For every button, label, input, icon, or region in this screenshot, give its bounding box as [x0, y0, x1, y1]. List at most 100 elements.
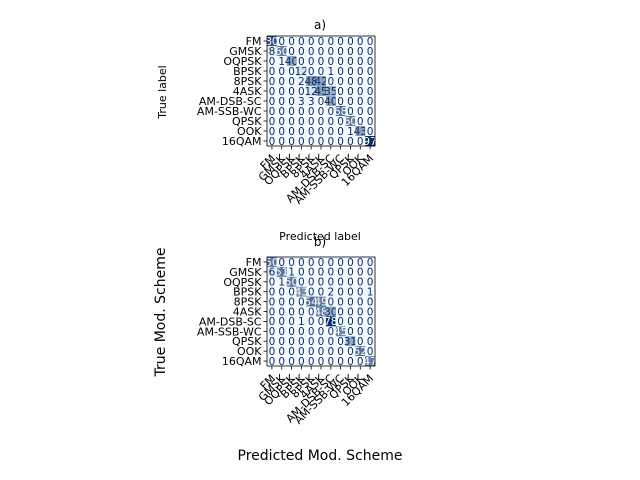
heat-cell-a-10-1 [276, 136, 287, 147]
heat-value-a-5-0: 0 [269, 86, 276, 98]
heat-cell-b-0-4 [306, 257, 317, 268]
heat-cell-a-9-9 [355, 126, 366, 137]
heat-value-a-10-9: 0 [357, 136, 364, 148]
heat-value-a-7-9: 0 [357, 106, 364, 118]
heat-cell-a-0-0 [267, 36, 278, 47]
heat-cell-a-3-9 [355, 66, 366, 77]
heat-cell-a-8-5 [316, 116, 327, 127]
heat-value-b-3-4: 0 [308, 286, 315, 298]
heat-cell-a-0-3 [296, 36, 307, 47]
heat-cell-b-5-7 [335, 306, 346, 317]
heat-value-b-2-2: 50 [285, 277, 298, 289]
heat-value-b-4-5: 49 [314, 296, 327, 308]
heat-cell-b-3-8 [345, 286, 356, 297]
heat-cell-b-9-6 [325, 346, 337, 357]
heat-cell-a-9-1 [276, 126, 287, 137]
heat-value-b-0-9: 0 [357, 257, 364, 269]
heat-cell-b-6-9 [355, 316, 366, 327]
heat-value-b-5-2: 0 [288, 306, 295, 318]
heat-value-a-2-5: 0 [318, 56, 325, 68]
heat-cell-a-6-3 [296, 96, 307, 107]
heat-value-a-1-3: 0 [298, 46, 305, 58]
heat-cell-a-10-5 [316, 136, 327, 147]
heat-value-a-10-0: 0 [269, 136, 276, 148]
heat-cell-a-5-2 [286, 86, 297, 97]
heat-cell-a-6-7 [335, 96, 346, 107]
heat-cell-b-9-8 [345, 346, 356, 357]
heat-value-a-0-2: 0 [288, 36, 295, 48]
heat-value-a-1-5: 0 [318, 46, 325, 58]
heat-value-b-7-10: 0 [367, 326, 374, 338]
heat-value-b-5-0: 0 [269, 306, 276, 318]
heat-cell-a-2-0 [267, 56, 278, 67]
heat-cell-a-1-5 [316, 46, 327, 57]
heat-cell-a-3-10 [365, 66, 376, 77]
heat-value-b-5-10: 0 [367, 306, 374, 318]
heat-value-a-7-10: 0 [367, 106, 374, 118]
heat-value-a-8-9: 0 [357, 116, 364, 128]
heat-value-a-2-2: 40 [285, 56, 298, 68]
heat-value-b-3-8: 0 [347, 286, 354, 298]
heat-cell-a-10-7 [335, 136, 346, 147]
heat-value-a-5-6: 35 [324, 86, 337, 98]
ytick-label-b-1: GMSK [229, 266, 262, 279]
heat-value-a-5-8: 0 [347, 86, 354, 98]
heat-cell-b-6-2 [286, 316, 297, 327]
heat-value-b-10-0: 0 [269, 356, 276, 368]
heat-value-a-4-9: 0 [357, 76, 364, 88]
heat-value-a-7-3: 0 [298, 106, 305, 118]
heat-cell-a-7-2 [286, 106, 297, 117]
heat-cell-a-5-8 [345, 86, 356, 97]
heat-value-a-3-8: 0 [347, 66, 354, 78]
heat-cell-b-0-0 [267, 257, 278, 268]
heat-cell-b-8-3 [296, 336, 307, 347]
heat-cell-b-5-8 [345, 306, 356, 317]
heat-value-a-9-8: 1 [347, 126, 354, 138]
heat-cell-b-2-4 [306, 276, 317, 288]
heat-value-a-9-2: 0 [288, 126, 295, 138]
heat-cell-a-8-8 [345, 116, 356, 127]
heat-cell-a-9-8 [345, 126, 356, 137]
heat-value-a-5-10: 0 [367, 86, 374, 98]
heat-cell-b-4-1 [276, 296, 287, 307]
heat-value-b-0-7: 0 [337, 257, 344, 269]
heat-cell-a-4-5 [316, 76, 327, 87]
heat-value-b-2-1: 1 [278, 277, 285, 289]
heat-cell-b-5-9 [355, 306, 366, 317]
heat-value-b-4-8: 0 [347, 296, 354, 308]
heat-value-b-9-4: 0 [308, 346, 315, 358]
heat-value-a-3-7: 0 [337, 66, 344, 78]
heat-cell-b-8-5 [316, 336, 327, 347]
heat-cell-a-3-7 [335, 66, 346, 77]
heat-value-a-8-8: 60 [344, 116, 357, 128]
heat-value-a-4-6: 0 [327, 76, 334, 88]
heat-value-a-10-5: 0 [318, 136, 325, 148]
heat-cell-b-7-5 [316, 326, 327, 337]
heat-value-a-4-3: 2 [298, 76, 305, 88]
heat-cell-b-8-1 [276, 336, 287, 347]
heat-value-a-7-8: 0 [347, 106, 354, 118]
heat-value-b-1-6: 0 [327, 267, 334, 279]
heat-cell-b-10-7 [335, 356, 346, 367]
heat-value-b-7-3: 0 [298, 326, 305, 338]
heat-value-b-9-10: 0 [367, 346, 374, 358]
ytick-label-a-1: GMSK [229, 45, 262, 58]
heat-value-a-4-1: 0 [278, 76, 285, 88]
heat-cell-b-10-4 [306, 356, 317, 367]
heat-cell-b-3-2 [286, 286, 297, 297]
heat-cell-b-6-0 [267, 316, 278, 327]
heat-value-a-8-5: 0 [318, 116, 325, 128]
heat-cell-b-3-3 [296, 286, 307, 297]
heat-cell-a-3-8 [345, 66, 356, 77]
heat-value-a-6-8: 0 [347, 96, 354, 108]
heat-cell-a-9-2 [286, 126, 297, 137]
heat-value-a-9-0: 0 [269, 126, 276, 138]
heat-cell-b-0-2 [286, 257, 297, 268]
heat-cell-a-9-0 [267, 126, 278, 137]
heat-cell-b-8-8 [345, 336, 356, 347]
heat-cell-a-5-9 [355, 86, 366, 97]
heat-cell-b-6-1 [276, 316, 287, 327]
heat-cell-a-8-4 [306, 116, 317, 127]
heat-value-b-8-6: 0 [327, 336, 334, 348]
heat-cell-b-5-10 [365, 306, 376, 317]
